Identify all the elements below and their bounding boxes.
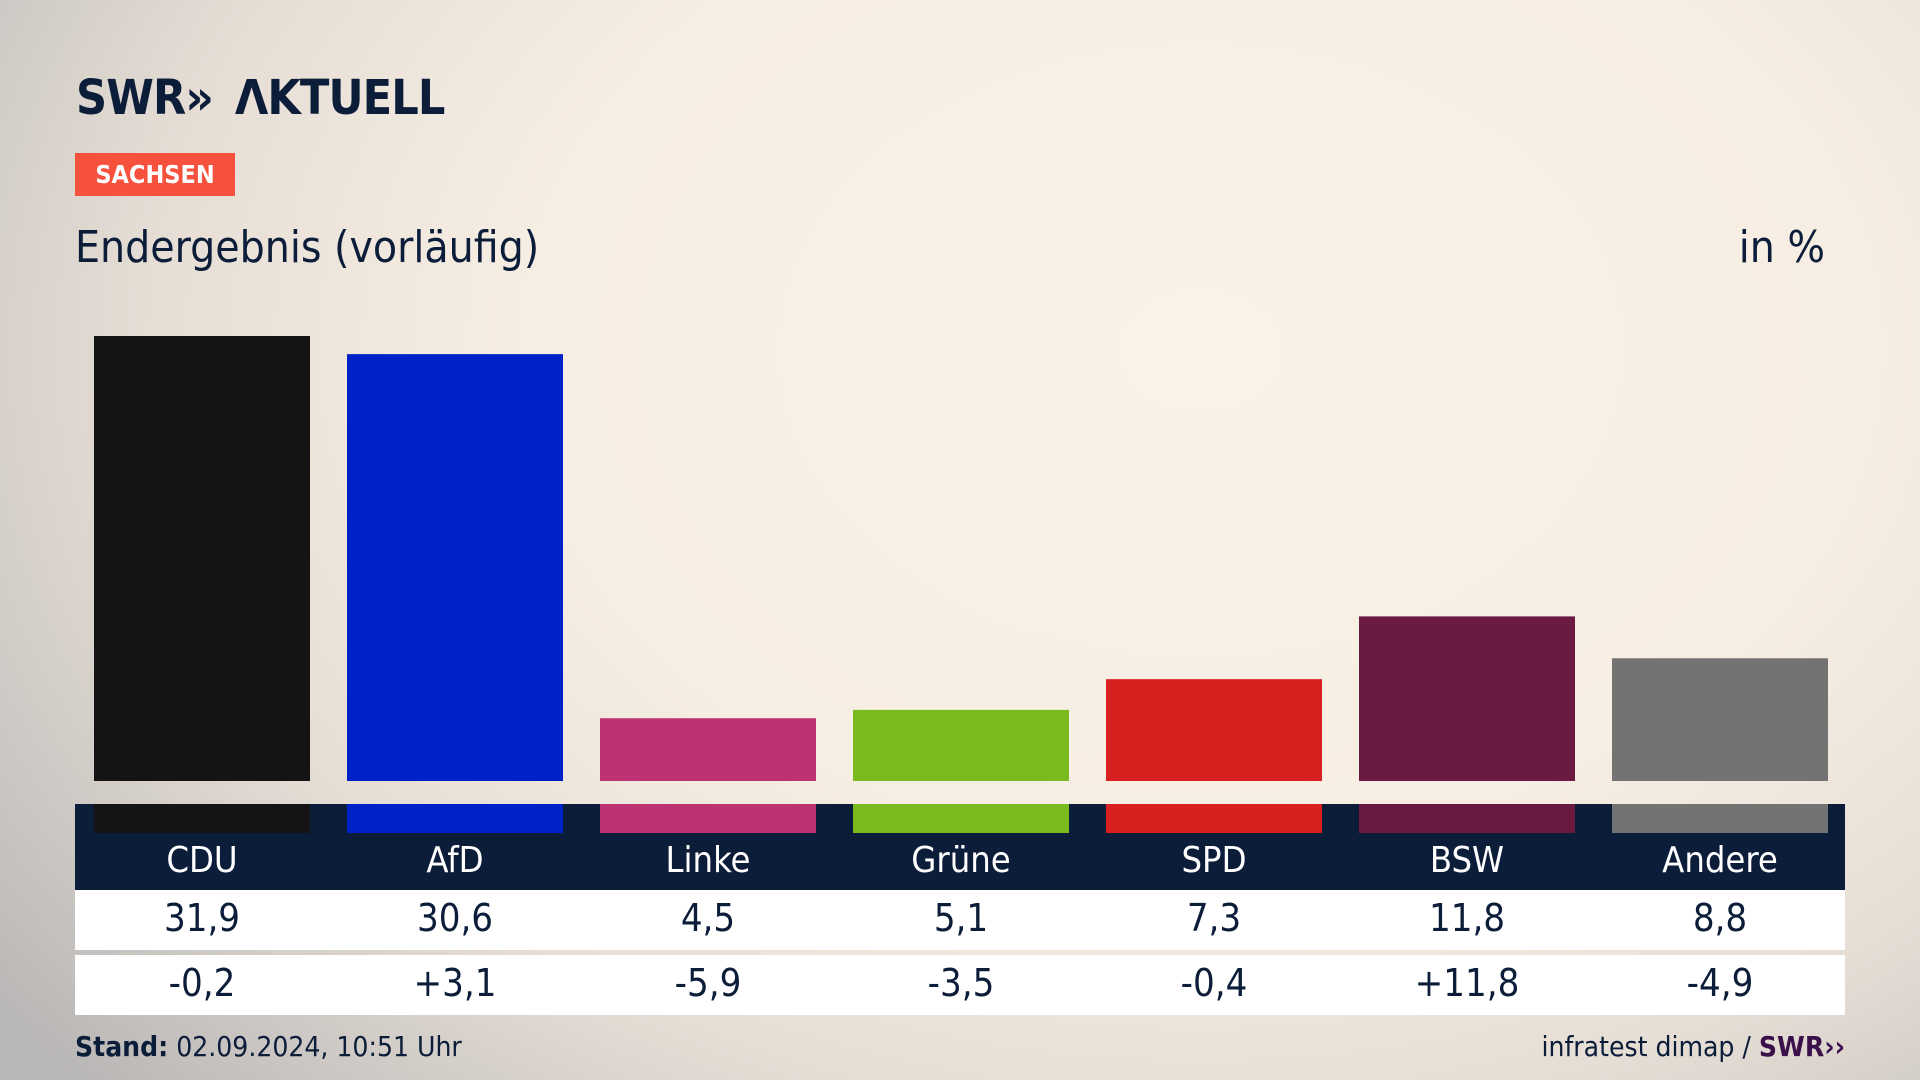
source-text: infratest dimap / [1541,1030,1759,1063]
change-label: -4,9 [1686,961,1754,1005]
swr-source-logo: SWR›› [1758,1030,1845,1063]
color-strip-andere [1612,804,1828,833]
swr-aktuell-logo: SWR›› ΛKTUELL [76,70,445,126]
party-label: AfD [426,840,484,881]
party-label: SPD [1181,840,1247,881]
bar-spd [1106,679,1322,781]
source: infratest dimap / SWR›› [1541,1030,1845,1063]
color-strip-spd [1106,804,1322,833]
chart-title: Endergebnis (vorläufig) [75,222,540,273]
party-label: Grüne [911,840,1011,881]
value-label: 30,6 [416,896,494,940]
bar-cdu [94,336,310,781]
value-row [75,890,1845,950]
timestamp: Stand: 02.09.2024, 10:51 Uhr [75,1030,462,1063]
color-strip-bsw [1359,804,1575,833]
bar-andere [1612,658,1828,781]
color-strip-grüne [853,804,1069,833]
bar-linke [600,718,816,781]
change-label: -0,2 [168,961,236,1005]
stand-value: 02.09.2024, 10:51 Uhr [168,1030,462,1063]
region-badge: SACHSEN [75,153,235,196]
unit-label: in % [1738,222,1825,273]
value-label: 31,9 [163,896,241,940]
party-label: BSW [1429,840,1505,881]
color-strip-cdu [94,804,310,833]
value-label: 8,8 [1692,896,1748,940]
value-label: 5,1 [933,896,989,940]
change-label: +11,8 [1414,961,1520,1005]
party-label: CDU [166,840,238,881]
color-strip-afd [347,804,563,833]
change-label: -0,4 [1180,961,1248,1005]
stand-label: Stand: [75,1030,169,1063]
bar-bsw [1359,616,1575,781]
bar-afd [347,354,563,781]
party-label: Linke [665,840,751,881]
value-label: 11,8 [1428,896,1506,940]
party-label: Andere [1662,840,1778,881]
color-strip-linke [600,804,816,833]
value-label: 7,3 [1186,896,1242,940]
change-label: -3,5 [927,961,995,1005]
change-row [75,955,1845,1015]
change-label: +3,1 [413,961,497,1005]
change-label: -5,9 [674,961,742,1005]
bar-grüne [853,709,1069,781]
value-label: 4,5 [680,896,736,940]
